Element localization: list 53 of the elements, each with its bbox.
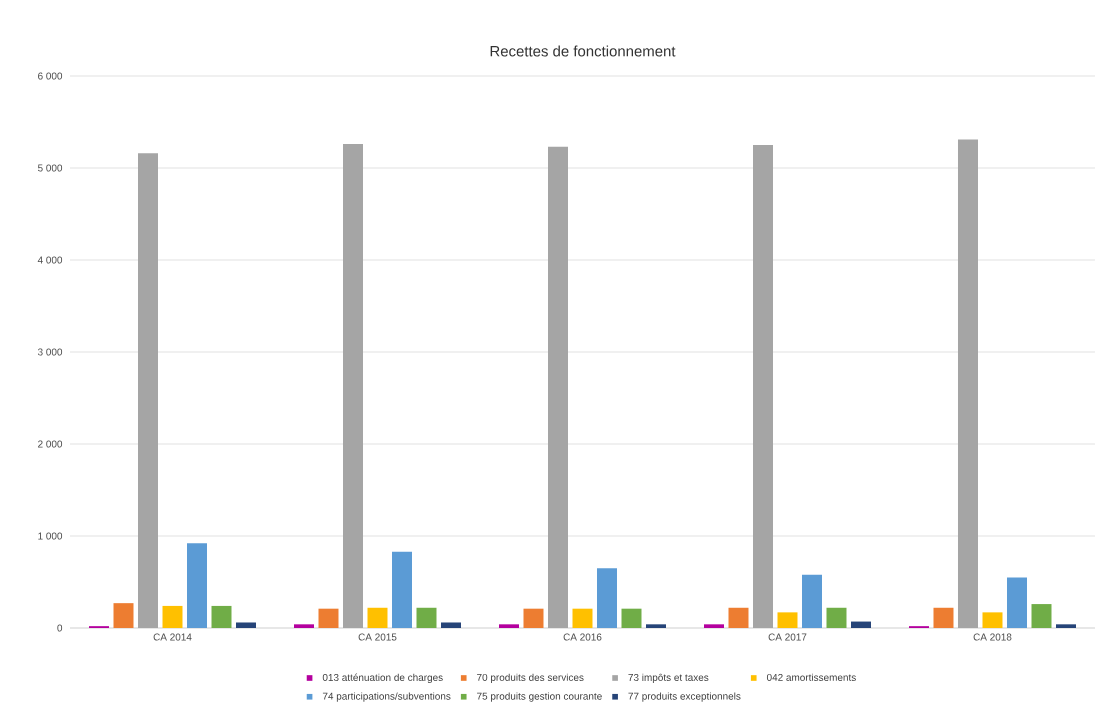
legend-label: 77 produits exceptionnels — [628, 692, 741, 702]
bar — [113, 603, 134, 628]
bar — [777, 612, 798, 628]
y-tick-label: 2 000 — [38, 440, 63, 448]
bar — [1056, 624, 1076, 628]
bar — [211, 605, 232, 628]
bar — [646, 624, 666, 628]
bar — [1031, 604, 1052, 628]
bar — [1007, 577, 1027, 628]
bar — [187, 543, 207, 628]
bar — [851, 621, 871, 628]
legend-label: 74 participations/subventions — [322, 692, 451, 702]
bar — [933, 607, 954, 628]
y-tick-label: 1 000 — [38, 532, 63, 540]
bar — [753, 145, 773, 628]
x-tick-label: CA 2016 — [563, 633, 602, 641]
legend-label: 73 impôts et taxes — [628, 673, 709, 683]
bar — [294, 624, 314, 628]
bar — [523, 608, 544, 628]
bar — [704, 624, 724, 628]
y-tick-label: 4 000 — [37, 256, 63, 264]
bar — [236, 622, 256, 628]
legend-label: 042 amortissements — [766, 673, 856, 681]
legend-label: 013 atténuation de charges — [322, 673, 443, 683]
bar — [441, 622, 461, 628]
bar — [392, 551, 412, 628]
x-tick-label: CA 2018 — [973, 633, 1012, 641]
legend-label: 75 produits gestion courante — [477, 692, 602, 702]
bar — [572, 608, 593, 628]
bar — [138, 153, 158, 628]
bar — [499, 624, 519, 628]
bar — [728, 607, 749, 628]
y-tick-label: 5 000 — [37, 164, 63, 172]
bar — [621, 608, 642, 628]
x-tick-label: CA 2015 — [358, 633, 397, 641]
y-tick-label: 3 000 — [37, 348, 63, 356]
bar — [802, 574, 822, 628]
legend-label: 70 produits des services — [477, 673, 584, 683]
y-tick-label: 0 — [57, 624, 63, 632]
bar — [957, 139, 978, 628]
bar — [597, 568, 617, 628]
bar — [318, 608, 339, 628]
bar — [162, 605, 183, 628]
bar — [548, 146, 568, 628]
bar — [826, 607, 847, 628]
bar — [416, 607, 437, 628]
bar — [982, 612, 1003, 628]
y-tick-label: 6 000 — [38, 72, 63, 80]
x-tick-label: CA 2017 — [768, 633, 807, 641]
x-tick-label: CA 2014 — [153, 633, 192, 641]
bar — [343, 144, 363, 628]
chart-title: Recettes de fonctionnement — [490, 45, 676, 57]
bar — [367, 607, 388, 628]
